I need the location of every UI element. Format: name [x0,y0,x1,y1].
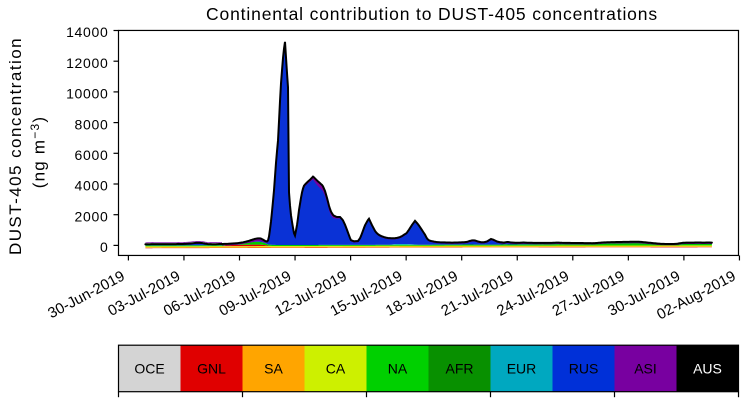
svg-text:CA: CA [326,360,346,376]
svg-text:SA: SA [264,360,283,376]
svg-text:AUS: AUS [693,360,722,376]
svg-text:GNL: GNL [197,360,226,376]
svg-text:NA: NA [388,360,408,376]
svg-text:Continental contribution to DU: Continental contribution to DUST-405 con… [206,4,658,24]
svg-text:ASI: ASI [634,360,657,376]
svg-text:8000: 8000 [75,116,109,132]
svg-text:6000: 6000 [75,147,109,163]
svg-text:EUR: EUR [507,360,537,376]
svg-text:12000: 12000 [66,55,108,71]
svg-text:4000: 4000 [75,178,109,194]
svg-text:10000: 10000 [66,86,108,102]
svg-text:AFR: AFR [446,360,474,376]
svg-text:0: 0 [100,239,109,255]
svg-text:OCE: OCE [134,360,164,376]
svg-text:DUST-405 concentration: DUST-405 concentration [6,37,25,255]
svg-text:2000: 2000 [75,208,109,224]
svg-text:14000: 14000 [66,24,108,40]
svg-text:RUS: RUS [569,360,599,376]
